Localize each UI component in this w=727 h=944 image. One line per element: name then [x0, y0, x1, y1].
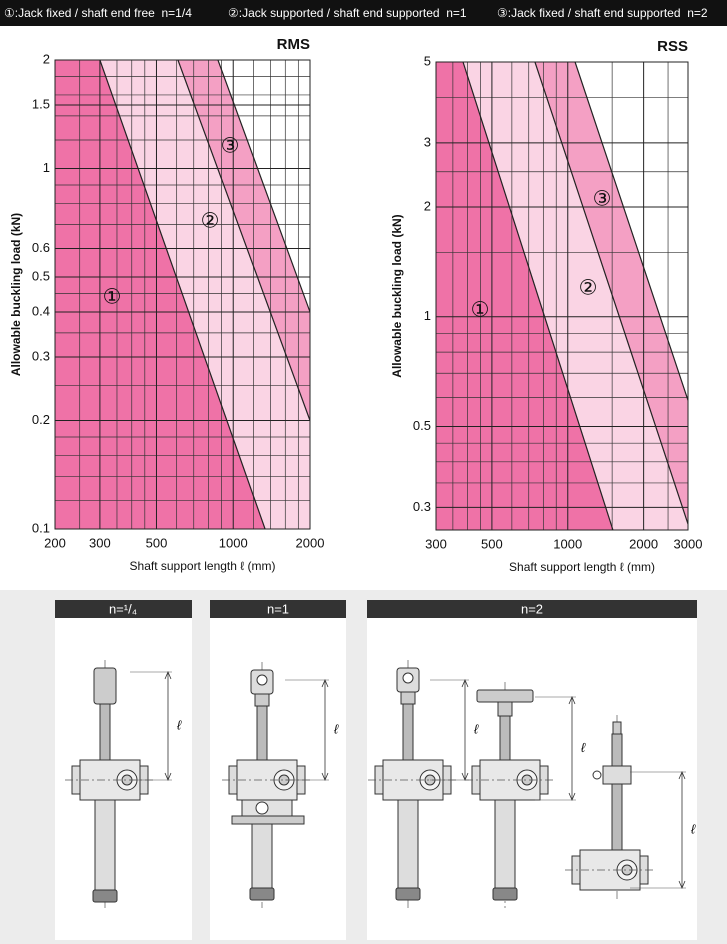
- boundary-line: [534, 62, 688, 525]
- y-tick-label: 1: [424, 308, 431, 323]
- rod-end-neck: [254, 693, 270, 707]
- y-tick-label: 0.6: [32, 240, 50, 255]
- region-label: ③: [221, 135, 240, 158]
- plot-frame: [435, 61, 689, 531]
- panel-header: [55, 600, 192, 618]
- y-tick-label: 0.4: [32, 303, 50, 318]
- end-cap: [249, 887, 275, 901]
- chart-title: RMS: [277, 36, 310, 53]
- region-label: ③: [593, 188, 612, 211]
- panel-title: n=2: [521, 601, 543, 616]
- y-tick-label: 0.3: [413, 499, 431, 514]
- rod-end-hole: [402, 672, 414, 684]
- y-tick-label: 1.5: [32, 96, 50, 111]
- y-tick-label: 2: [424, 198, 431, 213]
- pivot: [255, 801, 269, 815]
- x-tick-label: 200: [44, 535, 66, 550]
- screw-shaft: [499, 715, 511, 761]
- x-tick-label: 2000: [296, 535, 325, 550]
- boundary-line: [217, 60, 310, 313]
- plot-area: [55, 60, 310, 529]
- x-tick-label: 1000: [553, 536, 582, 551]
- rod-end-hole: [256, 674, 268, 686]
- y-tick-label: 0.1: [32, 520, 50, 535]
- screw-shaft: [402, 703, 414, 761]
- screw-shaft: [256, 705, 268, 761]
- protection-tube: [94, 799, 116, 891]
- x-tick-label: 300: [425, 536, 447, 551]
- dimension-label: ℓ: [474, 721, 479, 736]
- chart-title: RSS: [657, 38, 688, 55]
- y-tick-label: 3: [424, 134, 431, 149]
- end-cap: [395, 887, 421, 901]
- x-tick-label: 500: [481, 536, 503, 551]
- protection-tube: [397, 799, 419, 889]
- header-item: ②:Jack supported / shaft end supported n…: [228, 6, 467, 20]
- y-tick-label: 5: [424, 53, 431, 68]
- screw-end: [612, 721, 622, 735]
- screw-shaft: [99, 703, 111, 761]
- region-label: ②: [201, 210, 220, 233]
- y-tick-label: 2: [43, 51, 50, 66]
- nut-fitting: [602, 765, 632, 785]
- y-tick-label: 1: [43, 160, 50, 175]
- screw-shaft: [611, 733, 623, 851]
- panel-title: n=1: [267, 601, 289, 616]
- boundary-line: [574, 62, 688, 401]
- top-neck: [497, 701, 513, 717]
- panel-header: [210, 600, 346, 618]
- region-label: ②: [579, 277, 598, 300]
- end-cap: [92, 889, 118, 903]
- protection-tube: [251, 823, 273, 889]
- protection-tube: [494, 799, 516, 889]
- dimension-label: ℓ: [177, 717, 182, 732]
- x-tick-label: 3000: [674, 536, 703, 551]
- y-tick-label: 0.2: [32, 412, 50, 427]
- x-tick-label: 1000: [219, 535, 248, 550]
- arrow: [678, 770, 686, 890]
- dimension-label: ℓ: [691, 821, 696, 836]
- rod-end-neck: [400, 691, 416, 705]
- x-tick-label: 500: [146, 535, 168, 550]
- top-plate: [476, 689, 534, 703]
- boundary-line: [99, 60, 266, 529]
- y-tick-label: 0.5: [413, 418, 431, 433]
- region-label: ①: [103, 286, 122, 309]
- y-axis-label: Allowable buckling load (kN): [9, 213, 23, 376]
- y-axis-label: Allowable buckling load (kN): [390, 214, 404, 377]
- dimension-label: ℓ: [581, 740, 586, 755]
- y-tick-label: 0.5: [32, 268, 50, 283]
- header-bar: [0, 0, 727, 26]
- y-tick-label: 0.3: [32, 348, 50, 363]
- mount-flange: [231, 815, 305, 825]
- header-item: ①:Jack fixed / shaft end free n=1/4: [4, 6, 192, 20]
- arrow: [164, 670, 172, 782]
- boundary-line: [462, 62, 614, 530]
- region: [55, 60, 266, 529]
- grease-nipple: [592, 770, 602, 780]
- plot-area: [436, 62, 688, 530]
- arrow: [568, 695, 576, 802]
- header-item: ③:Jack fixed / shaft end supported n=2: [497, 6, 708, 20]
- arrow: [321, 678, 329, 782]
- x-axis-label: Shaft support length ℓ (mm): [509, 560, 655, 574]
- x-tick-label: 2000: [629, 536, 658, 551]
- end-cap: [492, 887, 518, 901]
- x-axis-label: Shaft support length ℓ (mm): [130, 559, 276, 573]
- panel-title: n=¹/₄: [109, 601, 137, 616]
- region-label: ①: [471, 299, 490, 322]
- plot-frame: [54, 59, 311, 530]
- boundary-line: [177, 60, 310, 421]
- rod-end: [93, 667, 117, 705]
- dimension-label: ℓ: [334, 721, 339, 736]
- x-tick-label: 300: [89, 535, 111, 550]
- panel-header: [367, 600, 697, 618]
